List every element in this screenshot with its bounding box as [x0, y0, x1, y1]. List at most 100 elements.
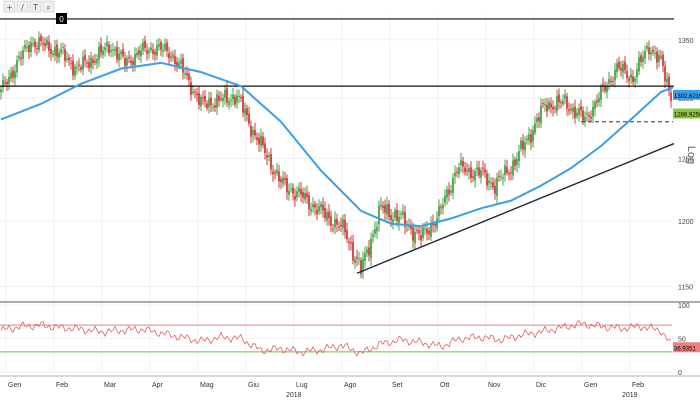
candle-body [590, 116, 592, 119]
candle-body [402, 211, 404, 215]
candle-body [412, 227, 414, 241]
candle-body [270, 154, 272, 170]
draw-line-icon[interactable] [16, 0, 29, 13]
month-tick-label: Lug [296, 382, 308, 389]
candle-body [650, 51, 652, 55]
candle-body [300, 189, 302, 195]
candle-body [244, 108, 246, 115]
grid-lines [0, 15, 672, 373]
candle-body [250, 126, 252, 137]
candle-body [306, 192, 308, 198]
candle-body [628, 79, 630, 81]
candle-body [436, 218, 438, 229]
candle-body [490, 182, 492, 184]
candle-body [550, 103, 552, 108]
candle-body [484, 169, 486, 173]
chart-toolbar[interactable]: + / T ⌕ 0 [3, 0, 67, 24]
candle-body [280, 178, 282, 182]
candle-body [328, 211, 330, 218]
candle-body [584, 116, 586, 123]
candle-body [656, 51, 658, 63]
candle-body [100, 44, 102, 53]
candle-body [516, 158, 518, 166]
candle-body [112, 49, 114, 51]
candle-body [636, 69, 638, 78]
candle-body [334, 218, 336, 228]
candle-body [50, 48, 52, 55]
candle-body [128, 57, 130, 59]
candle-body [36, 48, 38, 50]
candle-body [42, 43, 44, 45]
price-tick-label: 1150 [678, 285, 693, 292]
candle-body [400, 213, 402, 215]
candle-body [360, 260, 362, 275]
candle-body [90, 57, 92, 68]
candle-body [426, 228, 428, 233]
candle-body [16, 60, 18, 73]
candle-body [530, 134, 532, 143]
candle-body [470, 167, 472, 179]
year-tick-label: 2019 [622, 392, 638, 399]
candle-body [68, 57, 70, 61]
rsi-tick-label: 50 [678, 337, 686, 344]
candle-body [288, 190, 290, 195]
candle-body [320, 203, 322, 208]
candle-body [668, 76, 670, 91]
candle-body [622, 63, 624, 73]
candle-body [266, 155, 268, 158]
candle-body [86, 62, 88, 64]
month-tick-label: Giu [248, 382, 259, 389]
candle-body [348, 241, 350, 244]
candle-body [182, 58, 184, 73]
candle-body [372, 234, 374, 238]
candle-body [156, 45, 158, 56]
candle-body [474, 171, 476, 181]
candle-body [358, 258, 360, 260]
candle-body [124, 57, 126, 67]
candle-body [494, 185, 496, 194]
candle-body [488, 180, 490, 184]
candle-body [290, 188, 292, 190]
zoom-icon[interactable] [42, 0, 55, 13]
candle-body [434, 224, 436, 226]
text-tool-icon[interactable] [29, 0, 42, 13]
active-badge[interactable] [56, 13, 67, 24]
candle-body [362, 258, 364, 272]
rsi-last-value-label: 36.9351 [674, 346, 696, 352]
candle-body [498, 175, 500, 177]
candle-body [82, 56, 84, 70]
candle-body [72, 60, 74, 76]
candle-body [44, 43, 46, 47]
candle-body [152, 49, 154, 54]
zoom-icon-glyph: ⌕ [46, 3, 50, 12]
candle-body [194, 91, 196, 93]
candle-body [522, 140, 524, 150]
candle-body [566, 96, 568, 109]
rsi-tick-label: 100 [678, 303, 690, 310]
candle-body [602, 84, 604, 87]
month-tick-label: Feb [56, 382, 68, 389]
candle-body [170, 56, 172, 58]
candle-body [664, 66, 666, 82]
candle-body [4, 82, 6, 84]
candle-body [624, 61, 626, 71]
candle-body [76, 67, 78, 69]
crosshair-icon[interactable] [3, 0, 16, 13]
candle-body [542, 103, 544, 105]
candle-body [462, 160, 464, 167]
candle-body [472, 176, 474, 178]
candle-body [556, 96, 558, 112]
candle-body [38, 37, 40, 50]
candle-body [236, 95, 238, 103]
month-tick-label: Mag [200, 382, 214, 389]
candle-body [88, 61, 90, 69]
candle-body [454, 172, 456, 177]
candle-body [66, 58, 68, 60]
candle-body [382, 205, 384, 208]
candle-body [398, 216, 400, 223]
candle-body [440, 206, 442, 208]
month-tick-label: Ott [440, 382, 449, 389]
candle-body [562, 100, 564, 105]
candle-body [648, 47, 650, 55]
